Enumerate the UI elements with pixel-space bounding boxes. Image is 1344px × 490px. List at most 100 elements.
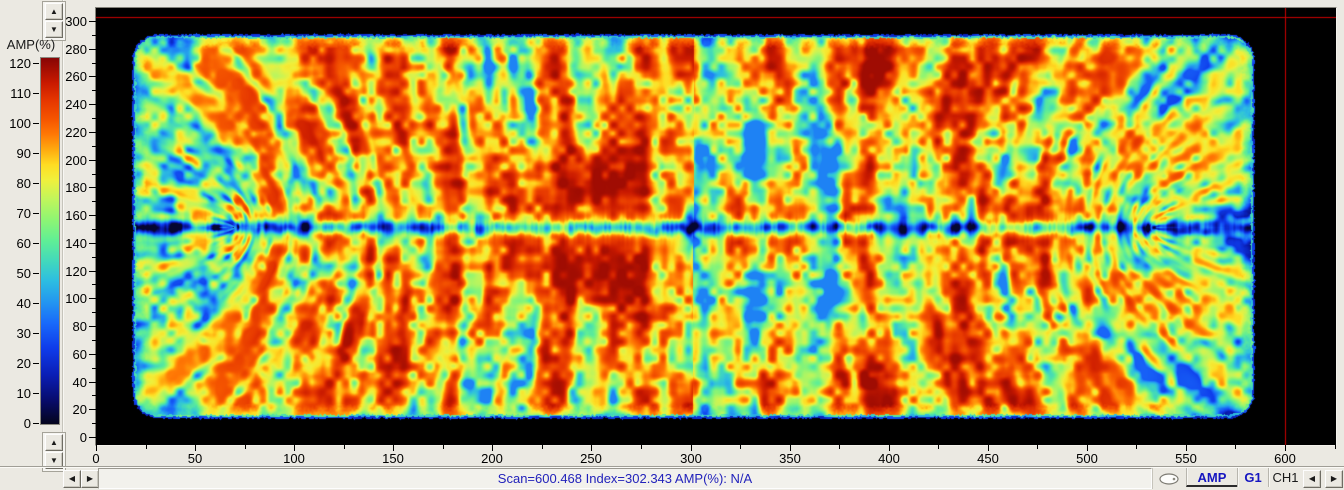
y-axis-tick-label: 40 <box>72 375 87 390</box>
x-axis-major-tick <box>96 445 97 451</box>
y-axis-minor-tick <box>92 146 96 147</box>
x-axis-minor-tick <box>443 445 444 449</box>
x-axis-tick-label: 450 <box>977 451 999 466</box>
colorbar-tick-mark <box>33 393 39 394</box>
channel-prev-button[interactable]: ◀ <box>1303 470 1321 488</box>
panel-divider-highlight <box>63 0 64 467</box>
x-axis-minor-tick <box>839 445 840 449</box>
y-axis-minor-tick <box>92 90 96 91</box>
x-axis-major-tick <box>1186 445 1187 451</box>
panel-divider <box>62 0 63 467</box>
y-axis-major-tick <box>89 215 96 216</box>
scroll-right-button[interactable]: ▶ <box>81 470 99 488</box>
y-axis-minor-tick <box>92 340 96 341</box>
x-axis-minor-tick <box>542 445 543 449</box>
x-axis-tick-label: 50 <box>187 451 203 466</box>
x-axis-minor-tick <box>1037 445 1038 449</box>
colorbar-tick-label: 100 <box>9 116 31 131</box>
down-arrow-icon: ▼ <box>50 456 58 465</box>
cscan-heatmap-canvas[interactable] <box>96 8 1336 445</box>
colorbar-tick-label: 80 <box>16 176 31 191</box>
cscan-plot-area[interactable] <box>95 7 1337 446</box>
y-axis-tick-label: 220 <box>65 125 87 140</box>
colorbar-tick-label: 20 <box>16 356 31 371</box>
cursor-readout-text: Scan=600.468 Index=302.343 AMP(%): N/A <box>497 471 753 486</box>
probe-indicator-cell[interactable] <box>1152 468 1186 489</box>
x-axis-minor-tick <box>1335 445 1336 449</box>
colorbar-scroll-down-button[interactable]: ▼ <box>45 21 63 38</box>
x-axis-major-tick <box>492 445 493 451</box>
y-axis-major-tick <box>89 49 96 50</box>
colorbar-tick-label: 70 <box>16 206 31 221</box>
y-axis-major-tick <box>89 187 96 188</box>
y-axis-minor-tick <box>92 395 96 396</box>
colorbar-scroll-down2-button[interactable]: ▼ <box>45 452 63 469</box>
tab-amp[interactable]: AMP <box>1186 468 1237 487</box>
x-axis-tick-label: 500 <box>1076 451 1098 466</box>
x-axis-major-tick <box>691 445 692 451</box>
tab-ch1[interactable]: CH1 <box>1268 468 1302 487</box>
up-arrow-icon: ▲ <box>50 7 58 16</box>
x-axis-tick-label: 250 <box>580 451 602 466</box>
left-arrow-icon: ◀ <box>68 474 76 483</box>
y-axis-minor-tick <box>92 201 96 202</box>
x-axis-minor-tick <box>146 445 147 449</box>
y-axis-minor-tick <box>92 35 96 36</box>
colorbar-tick-mark <box>33 303 39 304</box>
x-axis-tick-label: 300 <box>680 451 702 466</box>
colorbar-tick-mark <box>33 213 39 214</box>
colorbar-spinner-top: ▲ ▼ <box>42 1 66 41</box>
scroll-left-button[interactable]: ◀ <box>63 470 81 488</box>
tab-g1[interactable]: G1 <box>1237 468 1268 487</box>
y-axis-major-tick <box>89 326 96 327</box>
y-axis-minor-tick <box>92 423 96 424</box>
statusbar-groove <box>0 466 1344 467</box>
y-axis-tick-label: 240 <box>65 97 87 112</box>
x-axis-minor-tick <box>740 445 741 449</box>
status-bar: Scan=600.468 Index=302.343 AMP(%): N/A <box>98 468 1152 489</box>
y-axis-tick-label: 260 <box>65 69 87 84</box>
colorbar-tick-mark <box>33 273 39 274</box>
x-axis-tick-label: 150 <box>382 451 404 466</box>
colorbar-title: AMP(%) <box>6 37 56 52</box>
y-axis-major-tick <box>89 21 96 22</box>
x-axis-tick-label: 550 <box>1175 451 1197 466</box>
colorbar-tick-mark <box>33 63 39 64</box>
y-axis-major-tick <box>89 354 96 355</box>
x-axis-minor-tick <box>1136 445 1137 449</box>
colorbar-tick-label: 40 <box>16 296 31 311</box>
colorbar-scroll-up2-button[interactable]: ▲ <box>45 434 63 451</box>
x-axis-major-tick <box>889 445 890 451</box>
y-axis-major-tick <box>89 160 96 161</box>
y-axis-major-tick <box>89 76 96 77</box>
y-axis-tick-label: 120 <box>65 264 87 279</box>
x-axis-tick-label: 200 <box>481 451 503 466</box>
amplitude-colorbar[interactable] <box>40 57 60 425</box>
x-axis-major-tick <box>988 445 989 451</box>
colorbar-tick-mark <box>33 183 39 184</box>
channel-next-button[interactable]: ▶ <box>1325 470 1343 488</box>
x-axis-major-tick <box>294 445 295 451</box>
colorbar-scroll-up-button[interactable]: ▲ <box>45 3 63 20</box>
x-axis-major-tick <box>195 445 196 451</box>
colorbar-tick-mark <box>33 153 39 154</box>
y-axis-major-tick <box>89 271 96 272</box>
x-axis-major-tick <box>1087 445 1088 451</box>
y-axis-tick-label: 100 <box>65 291 87 306</box>
colorbar-tick-mark <box>33 333 39 334</box>
y-axis-tick-label: 80 <box>72 319 87 334</box>
y-axis-minor-tick <box>92 174 96 175</box>
y-axis-tick-label: 200 <box>65 153 87 168</box>
colorbar-spinner-bottom: ▲ ▼ <box>42 432 66 472</box>
y-axis-minor-tick <box>92 257 96 258</box>
colorbar-tick-mark <box>33 123 39 124</box>
x-axis-major-tick <box>1285 445 1286 451</box>
x-axis-minor-tick <box>641 445 642 449</box>
y-axis-tick-label: 300 <box>65 14 87 29</box>
colorbar-tick-label: 90 <box>16 146 31 161</box>
y-axis-minor-tick <box>92 63 96 64</box>
colorbar-tick-label: 10 <box>16 386 31 401</box>
y-axis-minor-tick <box>92 368 96 369</box>
up-arrow-icon: ▲ <box>50 438 58 447</box>
